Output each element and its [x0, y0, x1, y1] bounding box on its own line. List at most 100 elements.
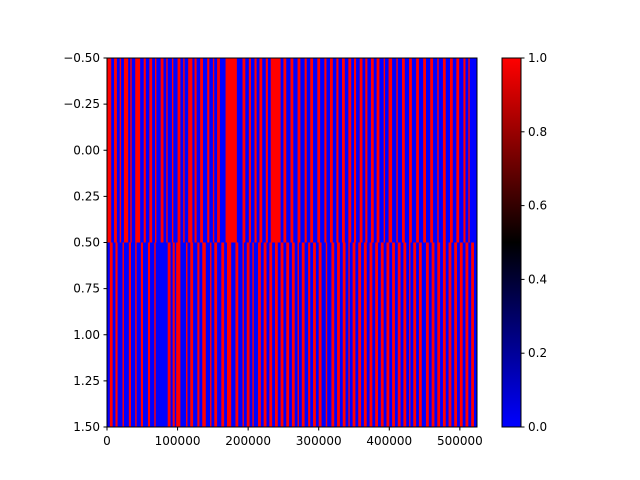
heatmap-cell [336, 58, 339, 243]
y-axis: −0.50 −0.25 0.00 0.25 0.50 0.75 1.00 1.25 1.50 [63, 51, 107, 434]
heatmap-cell [425, 242, 429, 427]
heatmap-cell [471, 242, 474, 427]
heatmap-cell [123, 58, 129, 243]
heatmap-cell [437, 242, 441, 427]
heatmap-cell [342, 58, 345, 243]
x-tick-label: 0 [103, 434, 111, 448]
heatmap-cell [217, 58, 220, 243]
heatmap-cell [313, 242, 316, 427]
y-tick-label: 0.75 [73, 282, 100, 296]
heatmap-cell [401, 58, 405, 243]
heatmap-cell [210, 242, 212, 427]
y-tick-label: 1.25 [73, 374, 100, 388]
heatmap-cell [308, 242, 311, 427]
heatmap-cell [258, 242, 261, 427]
heatmap-cell [140, 242, 143, 427]
heatmap-cell [376, 58, 380, 243]
colorbar-tick-label: 0.0 [528, 420, 547, 434]
heatmap-cell [354, 58, 357, 243]
heatmap-cell [171, 58, 174, 243]
heatmap-cell [130, 58, 132, 243]
colorbar: 0.0 0.2 0.4 0.6 0.8 1.0 [501, 51, 547, 434]
heatmap-cell [286, 242, 290, 427]
heatmap-cell [348, 58, 352, 243]
heatmap-cell [418, 242, 422, 427]
x-tick-label: 100000 [155, 434, 201, 448]
heatmap-cell [154, 58, 157, 243]
plot-area [106, 57, 478, 428]
y-tick-label: −0.25 [63, 97, 100, 111]
y-tick-label: 0.50 [73, 236, 100, 250]
heatmap-cell [194, 58, 197, 243]
heatmap-cell [358, 242, 362, 427]
heatmap-cell [456, 58, 460, 243]
heatmap-cell [246, 242, 250, 427]
heatmap-cell [107, 58, 112, 243]
y-tick-label: 1.50 [73, 420, 100, 434]
heatmap-cell [119, 58, 122, 243]
colorbar-tick-label: 0.8 [528, 125, 547, 139]
heatmap-cell [454, 242, 458, 427]
heatmap-cell [370, 58, 374, 243]
heatmap-cell [403, 242, 407, 427]
heatmap-cell [147, 242, 151, 427]
heatmap-cell [304, 58, 307, 243]
heatmap-cell [160, 58, 164, 243]
heatmap-cell [226, 242, 232, 427]
heatmap-cell [252, 242, 254, 427]
heatmap-cell [448, 242, 452, 427]
y-tick-label: 1.00 [73, 328, 100, 342]
heatmap-cell [200, 58, 203, 243]
heatmap-cell [297, 58, 301, 243]
heatmap-cell [388, 58, 393, 243]
heatmap-cell [325, 242, 328, 427]
heatmap-cell [363, 242, 367, 427]
heatmap-cell [397, 242, 401, 427]
heatmap-cell [324, 58, 327, 243]
heatmap-cell [143, 58, 146, 243]
y-tick-label: 0.00 [73, 143, 100, 157]
heatmap-cell [176, 242, 181, 427]
heatmap-cell [283, 58, 287, 243]
colorbar-tick-label: 0.6 [528, 199, 547, 213]
heatmap-cell [115, 242, 118, 427]
heatmap-cell [214, 242, 218, 427]
heatmap-cell [183, 58, 185, 243]
heatmap-cell [396, 58, 398, 243]
heatmap-cell [207, 58, 210, 243]
heatmap-cell [301, 242, 305, 427]
x-tick-label: 500000 [437, 434, 483, 448]
heatmap-cell [167, 242, 171, 427]
heatmap-cell [166, 58, 168, 243]
heatmap-cell [463, 58, 466, 243]
heatmap-cell [442, 242, 446, 427]
colorbar-gradient [501, 57, 522, 428]
heatmap-cell [348, 242, 350, 427]
heatmap-cell [375, 242, 378, 427]
heatmap-cell [409, 242, 411, 427]
heatmap-cell [135, 58, 141, 243]
x-tick-label: 300000 [296, 434, 342, 448]
heatmap-cell [369, 242, 373, 427]
heatmap-cell [154, 242, 156, 427]
heatmap-cell [386, 242, 390, 427]
heatmap-cell [383, 58, 386, 243]
heatmap-cell [259, 58, 263, 243]
heatmap-cell [274, 242, 278, 427]
colorbar-tick-label: 0.4 [528, 272, 547, 286]
heatmap-cell [416, 58, 419, 243]
heatmap-cell [248, 58, 251, 243]
heatmap-cell [468, 58, 470, 243]
heatmap-cell [342, 242, 346, 427]
heatmap-cell [413, 242, 417, 427]
heatmap-cell [409, 58, 412, 243]
heatmap-cell [290, 58, 294, 243]
heatmap-cell [317, 58, 321, 243]
heatmap-cell [177, 58, 181, 243]
heatmap-cell [225, 58, 237, 243]
heatmap-cell [437, 58, 439, 243]
y-tick-label: −0.50 [63, 51, 100, 65]
heatmap-cell [270, 58, 281, 243]
heatmap-cell [359, 58, 363, 243]
